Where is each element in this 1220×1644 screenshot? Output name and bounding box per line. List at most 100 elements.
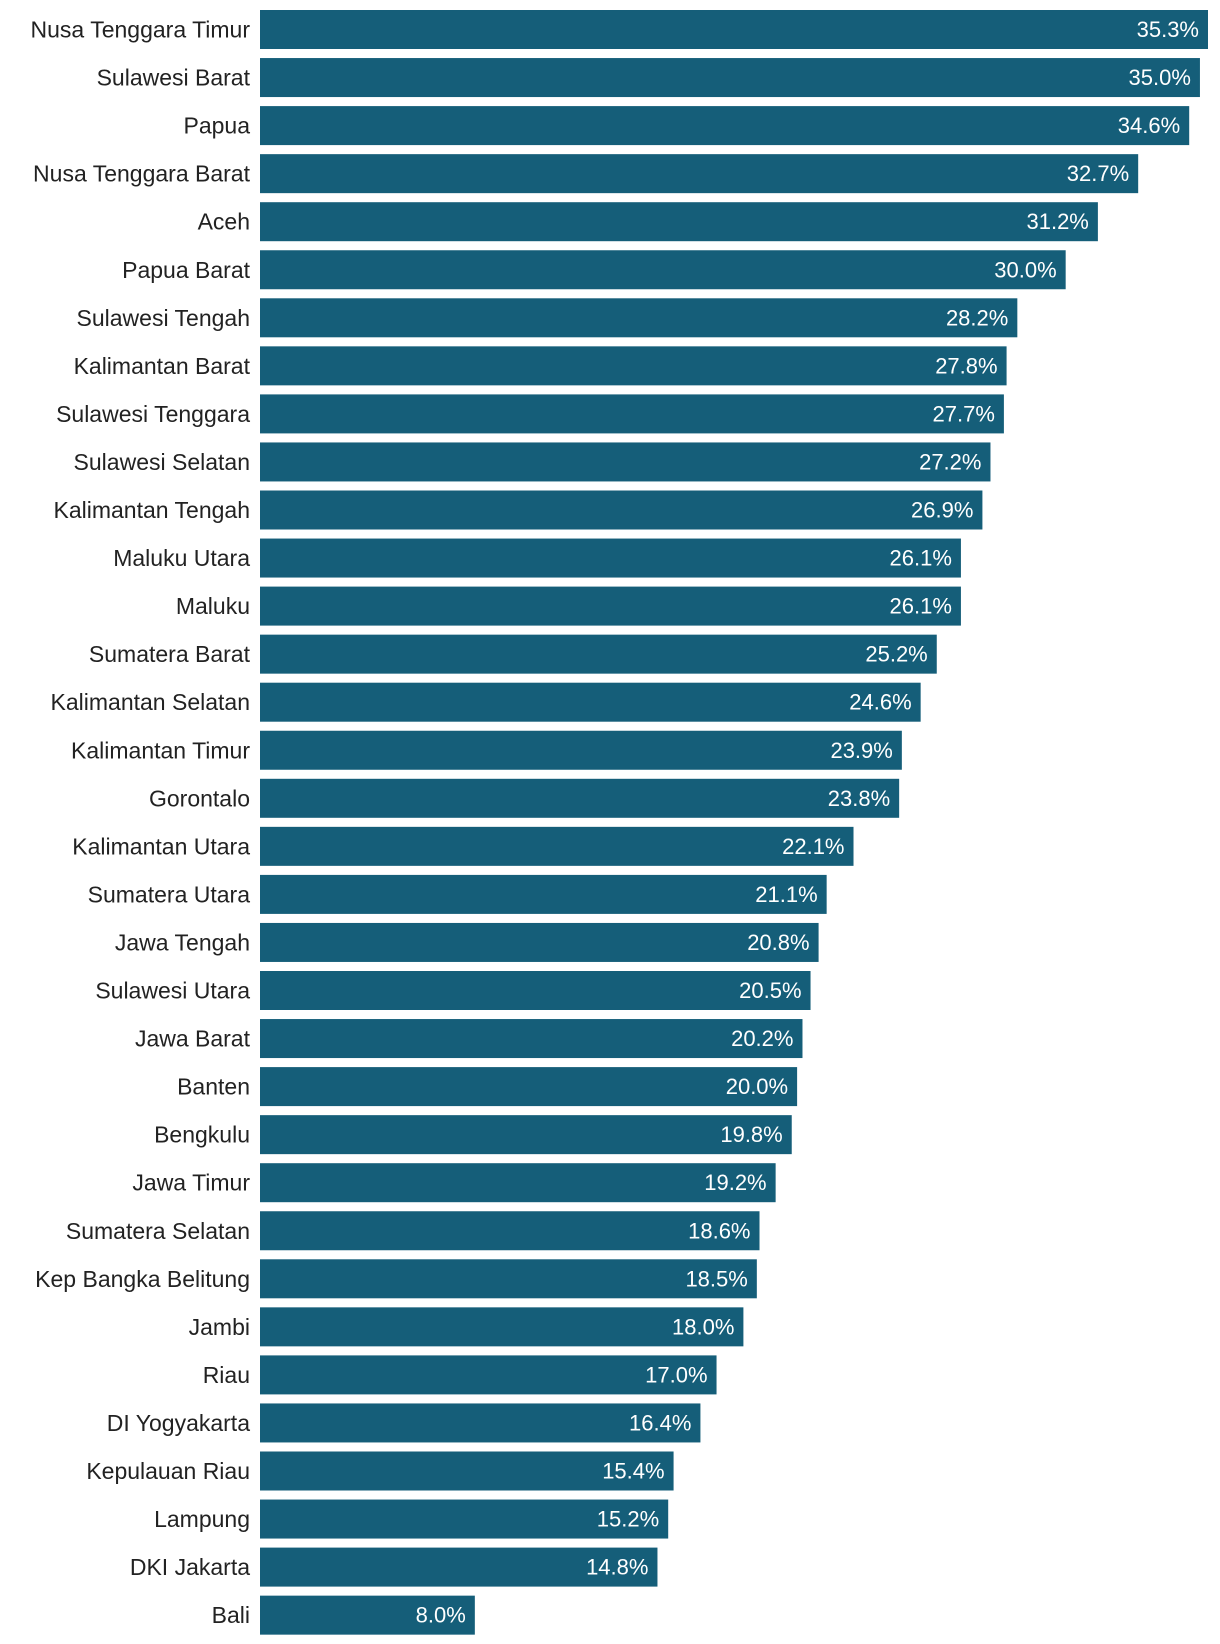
category-label: Lampung [154,1506,250,1532]
bar [260,826,854,866]
value-label: 31.2% [1026,209,1088,234]
category-label: Nusa Tenggara Barat [33,161,251,187]
category-label: Nusa Tenggara Timur [31,17,251,43]
bar [260,250,1066,290]
category-label: Maluku Utara [113,545,250,571]
category-label: DKI Jakarta [130,1554,250,1580]
value-label: 28.2% [946,305,1008,330]
bar [260,1499,669,1539]
category-label: Sumatera Selatan [66,1218,250,1244]
bar [260,682,921,722]
bar [260,1451,674,1491]
value-label: 16.4% [629,1410,691,1435]
value-label: 20.2% [731,1026,793,1051]
value-label: 35.3% [1137,17,1199,42]
category-label: Sulawesi Tengah [77,305,250,331]
category-label: Jawa Timur [132,1170,250,1196]
value-label: 35.0% [1129,65,1191,90]
bar [260,1163,776,1203]
value-label: 8.0% [416,1603,466,1628]
category-label: Sulawesi Utara [95,978,250,1004]
value-label: 18.0% [672,1314,734,1339]
bar [260,490,983,530]
bar [260,106,1190,146]
category-label: Kalimantan Tengah [54,497,251,523]
bar [260,971,811,1010]
bar [260,58,1200,98]
bar [260,1115,792,1155]
value-label: 26.1% [890,546,952,571]
value-label: 23.9% [830,738,892,763]
value-label: 27.7% [933,401,995,426]
value-label: 27.2% [919,449,981,474]
value-label: 32.7% [1067,161,1129,186]
bars-group [260,10,1208,1635]
category-label: Aceh [198,209,250,235]
bar [260,1307,744,1347]
bar [260,1067,798,1107]
category-label: Papua [183,113,250,139]
value-label: 26.9% [911,498,973,523]
bar [260,538,961,578]
category-label: Sulawesi Selatan [74,449,250,475]
bar [260,586,961,626]
bar [260,1211,760,1251]
category-labels-group: Nusa Tenggara Timur Sulawesi Barat Papua Nu… [31,17,251,1629]
bar [260,298,1018,338]
value-label: 15.4% [602,1459,664,1484]
bar [260,1547,658,1587]
value-label: 25.2% [865,642,927,667]
value-labels-group: 35.3% 35.0% 34.6% 32.7% 31.2% 30.0% 28.2% 27.8%… [416,17,1199,1628]
value-label: 18.5% [685,1266,747,1291]
value-label: 27.8% [935,353,997,378]
bar [260,10,1208,49]
value-label: 24.6% [849,690,911,715]
value-label: 14.8% [586,1555,648,1580]
value-label: 23.8% [828,786,890,811]
bar [260,1019,803,1059]
category-label: Sumatera Utara [88,881,251,907]
category-label: Sulawesi Barat [97,65,251,91]
category-label: Kalimantan Timur [71,737,250,763]
value-label: 22.1% [782,834,844,859]
bar [260,394,1004,434]
bar [260,1259,757,1299]
category-label: Kep Bangka Belitung [35,1266,250,1292]
value-label: 26.1% [890,594,952,619]
value-label: 21.1% [755,882,817,907]
value-label: 19.2% [704,1170,766,1195]
bar [260,202,1098,242]
category-label: Kalimantan Barat [74,353,251,379]
value-label: 20.0% [726,1074,788,1099]
category-label: Jawa Barat [135,1026,251,1052]
bar [260,778,900,818]
bar [260,922,819,962]
category-label: Bali [212,1602,250,1628]
bar [260,874,827,914]
bar [260,154,1139,194]
value-label: 34.6% [1118,113,1180,138]
value-label: 20.5% [739,978,801,1003]
category-label: Bengkulu [154,1122,250,1148]
category-label: Kalimantan Selatan [51,689,250,715]
category-label: Kepulauan Riau [86,1458,250,1484]
value-label: 30.0% [994,257,1056,282]
bar [260,730,902,770]
value-label: 15.2% [597,1507,659,1532]
bar [260,442,991,482]
category-label: Gorontalo [149,785,250,811]
bar [260,1595,475,1635]
value-label: 18.6% [688,1218,750,1243]
value-label: 17.0% [645,1362,707,1387]
category-label: Sumatera Barat [89,641,251,667]
category-label: Jambi [189,1314,250,1340]
category-label: Riau [203,1362,250,1388]
category-label: DI Yogyakarta [107,1410,250,1436]
bar [260,1403,701,1443]
bar [260,634,937,674]
bar [260,346,1007,386]
category-label: Jawa Tengah [115,929,250,955]
category-label: Kalimantan Utara [72,833,250,859]
category-label: Banten [177,1074,250,1100]
